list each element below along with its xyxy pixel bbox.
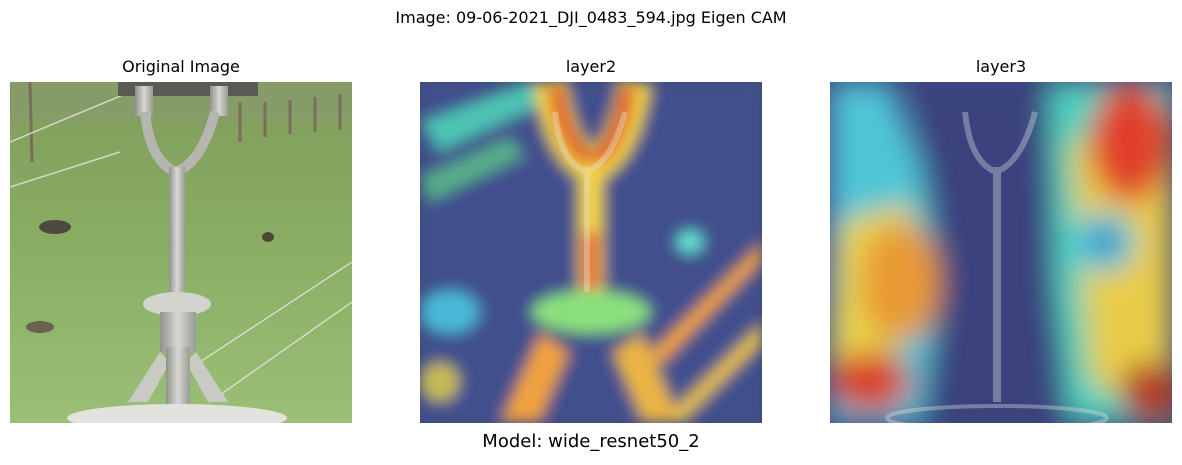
layer3-heatmap bbox=[830, 82, 1172, 423]
layer2-heatmap bbox=[420, 82, 762, 423]
model-caption: Model: wide_resnet50_2 bbox=[482, 431, 700, 452]
panel-title-layer3: layer3 bbox=[975, 57, 1027, 76]
original-image bbox=[10, 82, 352, 423]
panel-title-layer2: layer2 bbox=[565, 57, 617, 76]
panel-title-original: Original Image bbox=[122, 57, 240, 76]
figure-suptitle: Image: 09-06-2021_DJI_0483_594.jpg Eigen… bbox=[395, 8, 787, 27]
